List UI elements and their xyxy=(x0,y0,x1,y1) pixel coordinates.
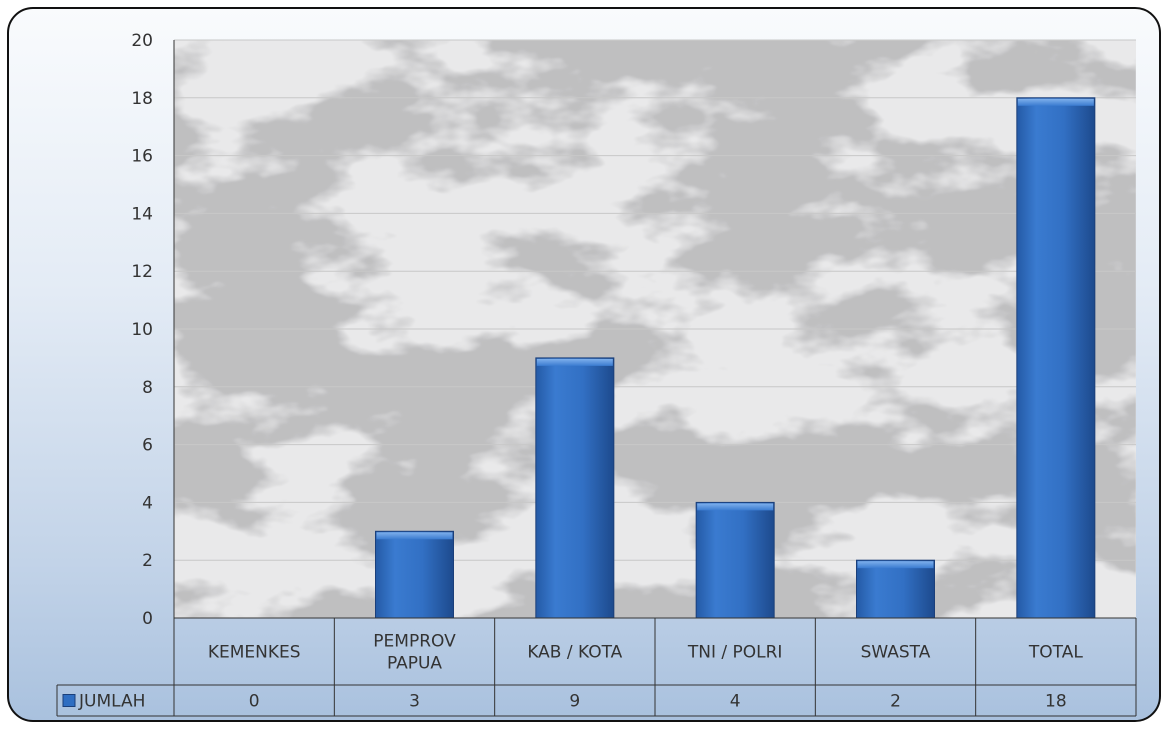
y-tick-label: 18 xyxy=(131,89,153,109)
data-cell-value: 3 xyxy=(409,692,420,712)
bar xyxy=(535,357,615,619)
y-tick-label: 4 xyxy=(142,493,153,513)
y-tick-label: 2 xyxy=(142,551,153,571)
bar-highlight xyxy=(1017,98,1094,106)
y-tick-label: 0 xyxy=(142,609,153,629)
bar xyxy=(695,501,775,619)
category-label: PAPUA xyxy=(387,654,442,674)
bar-highlight xyxy=(857,561,934,569)
bar-highlight xyxy=(536,358,613,366)
y-tick-label: 20 xyxy=(131,31,153,51)
bar-group xyxy=(695,501,775,619)
chart-frame: 0 2 4 6 8 10 12 14 16 18 20 KEMENKES 0 PEMPROV PAPUA 3… xyxy=(7,7,1161,722)
bar-group xyxy=(375,530,454,619)
bar xyxy=(375,530,454,619)
data-cell-value: 4 xyxy=(730,692,741,712)
y-tick-label: 12 xyxy=(131,262,153,282)
bar-highlight xyxy=(376,532,453,540)
category-label: TOTAL xyxy=(1028,643,1083,663)
bar-group xyxy=(856,559,935,619)
y-tick-label: 10 xyxy=(131,320,153,340)
y-tick-label: 14 xyxy=(131,204,153,224)
bar-group xyxy=(535,357,615,619)
category-label: KEMENKES xyxy=(208,643,301,663)
bar xyxy=(1016,97,1096,619)
category-label: SWASTA xyxy=(861,643,931,663)
bar xyxy=(856,559,935,619)
y-tick-label: 8 xyxy=(142,378,153,398)
series-name: JUMLAH xyxy=(78,692,145,712)
category-label: TNI / POLRI xyxy=(687,643,783,663)
category-label: PEMPROV xyxy=(373,632,456,652)
data-cell-value: 2 xyxy=(890,692,901,712)
y-tick-label: 6 xyxy=(142,436,153,456)
data-cell-value: 9 xyxy=(569,692,580,712)
y-tick-label: 16 xyxy=(131,147,153,167)
bar-highlight xyxy=(697,503,774,511)
bar-group xyxy=(1016,97,1096,619)
data-cell-value: 18 xyxy=(1045,692,1067,712)
legend-key xyxy=(62,694,76,707)
data-cell-value: 0 xyxy=(249,692,260,712)
category-label: KAB / KOTA xyxy=(527,643,622,663)
